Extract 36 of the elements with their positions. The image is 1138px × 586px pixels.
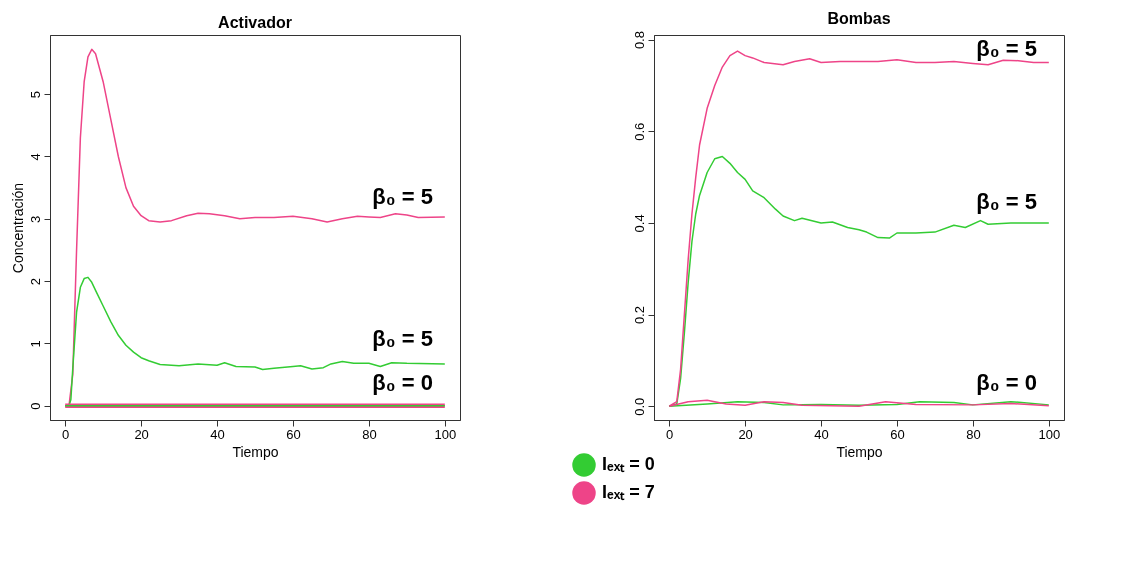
x-tick-label: 80 — [966, 426, 981, 442]
x-tick-label: 0 — [666, 426, 674, 442]
x-tick-label: 20 — [134, 426, 149, 442]
x-axis-title: Tiempo — [232, 443, 279, 460]
chart-title: Activador — [218, 14, 292, 31]
legend-label: Iₑₓₜ = 0 — [602, 454, 655, 474]
annotation: β₀ = 0 — [976, 370, 1037, 396]
y-tick-label: 4 — [27, 153, 43, 161]
x-tick-label: 100 — [1038, 426, 1061, 442]
x-tick-label: 0 — [62, 426, 70, 442]
x-tick-label: 40 — [814, 426, 829, 442]
annotation: β₀ = 5 — [372, 326, 433, 352]
x-tick-label: 60 — [286, 426, 301, 442]
x-tick-label: 60 — [890, 426, 905, 442]
annotation: β₀ = 5 — [976, 35, 1037, 61]
annotation: β₀ = 5 — [976, 189, 1037, 215]
legend-label: Iₑₓₜ = 7 — [602, 482, 655, 502]
x-axis-title: Tiempo — [836, 443, 883, 460]
x-tick-label: 40 — [210, 426, 225, 442]
y-tick-label: 0.0 — [631, 397, 647, 416]
x-tick-label: 20 — [738, 426, 753, 442]
chart-title: Bombas — [827, 9, 891, 27]
y-tick-label: 2 — [27, 277, 43, 286]
y-tick-label: 3 — [27, 215, 43, 223]
y-tick-label: 1 — [27, 340, 43, 348]
y-tick-label: 0.8 — [631, 31, 647, 50]
x-tick-label: 80 — [362, 426, 377, 442]
x-tick-label: 100 — [434, 426, 457, 442]
y-tick-label: 0.6 — [631, 122, 647, 141]
y-axis-title: Concentración — [9, 182, 26, 274]
y-tick-label: 0.4 — [631, 214, 647, 233]
y-tick-label: 0.2 — [631, 306, 647, 325]
annotation: β₀ = 0 — [372, 370, 433, 396]
annotation: β₀ = 5 — [372, 183, 433, 209]
y-tick-label: 0 — [27, 402, 43, 410]
y-tick-label: 5 — [27, 91, 43, 99]
